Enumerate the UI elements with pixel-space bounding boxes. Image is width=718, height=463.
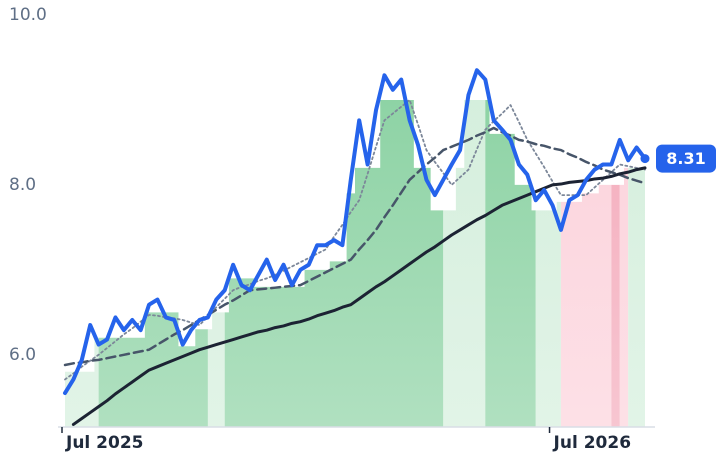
band-area — [207, 312, 225, 427]
y-tick-label: 6.0 — [9, 345, 36, 365]
series-line — [63, 126, 647, 367]
value-badge-label: 8.31 — [666, 149, 705, 168]
band-area — [628, 167, 645, 427]
band-area — [443, 99, 486, 427]
band-area — [611, 184, 620, 427]
y-tick-label: 8.0 — [9, 175, 36, 195]
series-line — [64, 99, 646, 381]
x-tick-label: Jul 2025 — [65, 433, 144, 453]
band-area — [560, 184, 612, 427]
x-tick-label: Jul 2026 — [553, 433, 632, 453]
band-area — [619, 167, 629, 427]
band-area — [224, 99, 444, 427]
series-line — [63, 68, 647, 396]
y-tick-label: 10.0 — [9, 5, 47, 25]
band-area — [535, 201, 561, 427]
series-line — [71, 166, 647, 426]
band-area — [485, 99, 536, 427]
last-point — [640, 154, 650, 164]
band-area — [65, 337, 99, 427]
value-badge — [656, 144, 716, 173]
